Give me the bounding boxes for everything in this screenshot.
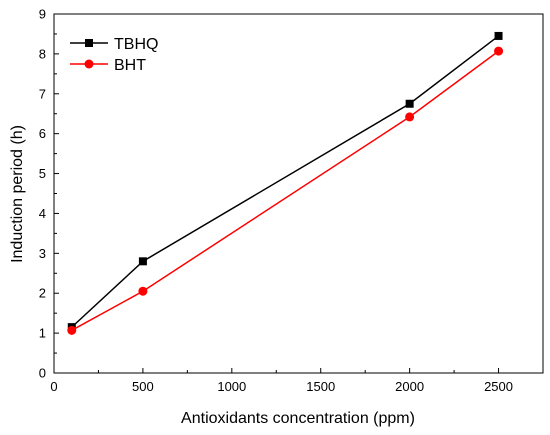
legend-item: TBHQ [70, 36, 158, 53]
data-point [494, 46, 504, 56]
x-tick-label: 0 [50, 379, 57, 394]
y-tick-label: 3 [39, 246, 46, 261]
legend-marker [84, 59, 94, 69]
series-line [71, 35, 500, 328]
y-axis: 0 1 2 3 4 5 6 7 8 9 [39, 7, 59, 381]
series-tbhq [67, 31, 503, 332]
y-tick-label: 7 [39, 86, 46, 101]
y-axis-title: Induction period (h) [9, 125, 26, 263]
legend-label: TBHQ [114, 36, 158, 53]
y-tick-label: 2 [39, 286, 46, 301]
y-tick-label: 1 [39, 326, 46, 341]
data-point [405, 99, 414, 108]
x-axis-title: Antioxidants concentration (ppm) [181, 410, 415, 427]
data-point [67, 325, 77, 335]
y-tick-label: 0 [39, 366, 46, 381]
x-tick-label: 1500 [306, 379, 335, 394]
legend-label: BHT [114, 57, 146, 74]
y-tick-label: 8 [39, 46, 46, 61]
data-point [494, 31, 503, 40]
x-tick-label: 2500 [484, 379, 513, 394]
y-tick-label: 6 [39, 126, 46, 141]
x-tick-label: 1000 [217, 379, 246, 394]
x-tick-label: 2000 [395, 379, 424, 394]
legend-item: BHT [70, 57, 146, 74]
y-tick-label: 9 [39, 7, 46, 22]
series-line [71, 50, 499, 331]
x-tick-label: 500 [132, 379, 154, 394]
y-tick-label: 4 [39, 206, 46, 221]
data-point [405, 112, 415, 122]
series-layer [67, 31, 504, 335]
data-point [138, 257, 147, 266]
data-point [138, 286, 148, 296]
y-tick-label: 5 [39, 166, 46, 181]
legend: TBHQ BHT [70, 36, 158, 74]
x-axis: 0 500 1000 1500 2000 2500 [50, 368, 513, 394]
series-bht [67, 46, 504, 335]
legend-marker [85, 39, 93, 47]
